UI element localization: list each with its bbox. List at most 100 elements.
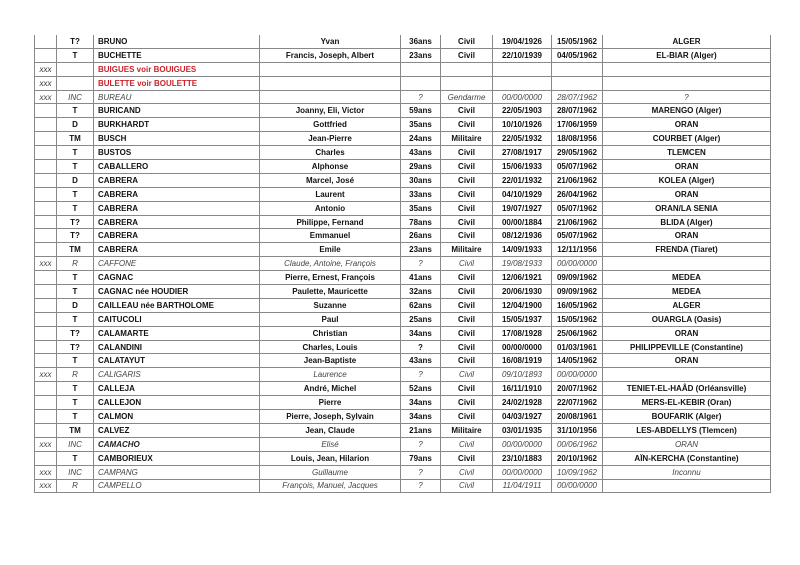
death-date-cell: 00/00/0000 (551, 367, 603, 383)
surname-cell: CALLEJON (93, 395, 260, 411)
death-date-cell: 00/06/1962 (551, 437, 603, 452)
status-cell: Civil (440, 228, 493, 244)
death-date-cell: 28/07/1962 (551, 90, 603, 105)
age-cell: ? (400, 340, 441, 355)
flag-cell (34, 228, 57, 244)
birth-date-cell: 12/04/1900 (492, 298, 552, 313)
place-cell: PHILIPPEVILLE (Constantine) (602, 340, 771, 355)
code-cell: TM (56, 131, 94, 147)
birth-date-cell: 00/00/0000 (492, 340, 552, 355)
birth-date-cell: 04/10/1929 (492, 187, 552, 202)
age-cell: 23ans (400, 48, 441, 63)
flag-cell (34, 284, 57, 299)
age-cell: 32ans (400, 284, 441, 299)
status-cell: Civil (440, 312, 493, 327)
first-names-cell: Elisé (259, 437, 401, 452)
surname-cell: BUSTOS (93, 145, 260, 161)
place-cell: LES-ABDELLYS (Tlemcen) (602, 423, 771, 438)
place-cell (602, 367, 771, 383)
birth-date-cell: 00/00/0000 (492, 465, 552, 480)
status-cell: Civil (440, 103, 493, 119)
first-names-cell: Laurence (259, 367, 401, 383)
age-cell: 21ans (400, 423, 441, 438)
surname-cell: CAFFONE (93, 256, 260, 272)
flag-cell (34, 298, 57, 313)
first-names-cell: Emmanuel (259, 228, 401, 244)
surname-cell: BURICAND (93, 103, 260, 119)
death-date-cell: 20/08/1961 (551, 409, 603, 424)
age-cell: 23ans (400, 242, 441, 258)
place-cell: MEDEA (602, 270, 771, 286)
death-date-cell: 00/00/0000 (551, 479, 603, 494)
death-date-cell: 05/07/1962 (551, 159, 603, 174)
code-cell: D (56, 117, 94, 133)
first-names-cell: François, Manuel, Jacques (259, 479, 401, 494)
surname-cell: BURKHARDT (93, 117, 260, 133)
birth-date-cell: 00/00/0000 (492, 90, 552, 105)
status-cell: Civil (440, 35, 493, 49)
place-cell: MERS-EL-KEBIR (Oran) (602, 395, 771, 411)
place-cell (602, 256, 771, 272)
birth-date-cell: 03/01/1935 (492, 423, 552, 438)
birth-date-cell: 24/02/1928 (492, 395, 552, 411)
code-cell: T (56, 381, 94, 397)
status-cell (440, 76, 493, 91)
first-names-cell: André, Michel (259, 381, 401, 397)
code-cell: T? (56, 326, 94, 341)
surname-cell: CABRERA (93, 201, 260, 216)
flag-cell (34, 242, 57, 258)
death-date-cell (551, 76, 603, 91)
surname-cell: CABALLERO (93, 159, 260, 174)
status-cell: Civil (440, 381, 493, 397)
status-cell: Gendarme (440, 90, 493, 105)
surname-cell: CAGNAC (93, 270, 260, 286)
first-names-cell: Pierre, Ernest, François (259, 270, 401, 286)
surname-cell: CALANDINI (93, 340, 260, 355)
age-cell: 29ans (400, 159, 441, 174)
place-cell: EL-BIAR (Alger) (602, 48, 771, 63)
age-cell: 25ans (400, 312, 441, 327)
place-cell: ALGER (602, 298, 771, 313)
first-names-cell: Guillaume (259, 465, 401, 480)
first-names-cell: Philippe, Fernand (259, 215, 401, 230)
place-cell: ORAN (602, 326, 771, 341)
birth-date-cell: 27/08/1917 (492, 145, 552, 161)
first-names-cell: Alphonse (259, 159, 401, 174)
place-cell: OUARGLA (Oasis) (602, 312, 771, 327)
age-cell: 35ans (400, 117, 441, 133)
table-row: T CAGNAC Pierre, Ernest, François 41ans Civi… (34, 270, 771, 286)
table-row: T CALLEJA André, Michel 52ans Civil 16/11/191… (34, 381, 771, 397)
death-date-cell: 05/07/1962 (551, 228, 603, 244)
death-date-cell: 31/10/1956 (551, 423, 603, 438)
surname-cell: CAILLEAU née BARTHOLOME (93, 298, 260, 313)
flag-cell: xxx (34, 479, 57, 494)
place-cell: TLEMCEN (602, 145, 771, 161)
first-names-cell: Pierre (259, 395, 401, 411)
code-cell: T (56, 145, 94, 161)
first-names-cell (259, 76, 401, 91)
surname-cell: CAITUCOLI (93, 312, 260, 327)
code-cell: T (56, 353, 94, 369)
surname-cell: CABRERA (93, 187, 260, 202)
surname-cell: CALMON (93, 409, 260, 424)
place-cell: BLIDA (Alger) (602, 215, 771, 230)
place-cell: AÏN-KERCHA (Constantine) (602, 451, 771, 466)
status-cell: Civil (440, 340, 493, 355)
status-cell: Civil (440, 479, 493, 494)
place-cell: FRENDA (Tiaret) (602, 242, 771, 258)
birth-date-cell: 23/10/1883 (492, 451, 552, 466)
age-cell: ? (400, 367, 441, 383)
status-cell: Civil (440, 353, 493, 369)
death-date-cell: 05/07/1962 (551, 201, 603, 216)
surname-cell: BUREAU (93, 90, 260, 105)
code-cell: T (56, 284, 94, 299)
place-cell: MEDEA (602, 284, 771, 299)
flag-cell (34, 340, 57, 355)
flag-cell (34, 395, 57, 411)
status-cell: Civil (440, 298, 493, 313)
code-cell: T? (56, 215, 94, 230)
table-row: T CALATAYUT Jean-Baptiste 43ans Civil 16/08/1… (34, 353, 771, 369)
surname-cell: CABRERA (93, 215, 260, 230)
surname-cell: CAMPELLO (93, 479, 260, 494)
surname-cell: BULETTE voir BOULETTE (93, 76, 260, 91)
